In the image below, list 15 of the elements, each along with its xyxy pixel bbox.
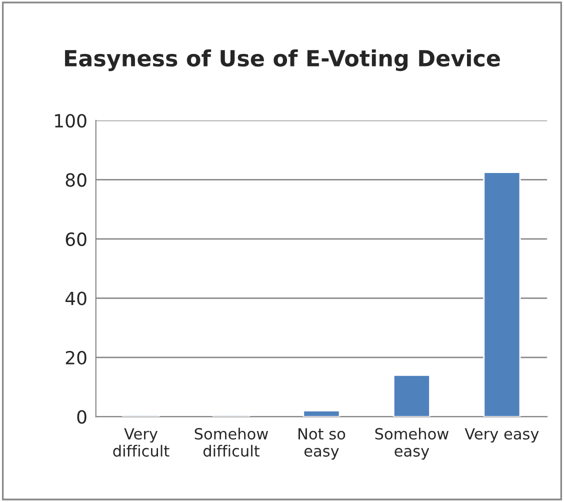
bar — [392, 374, 430, 417]
y-tick-label: 20 — [66, 350, 86, 365]
y-tick-label: 100 — [55, 114, 86, 128]
y-tick-label: 80 — [66, 173, 86, 187]
y-tick-label: 60 — [66, 232, 86, 246]
x-tick-label: Very easy — [464, 428, 539, 443]
x-tick-label: Not so easy — [298, 428, 346, 460]
x-tick-label: Somehow difficult — [194, 428, 268, 457]
x-tick-label: Somehow easy — [375, 428, 449, 460]
bar — [302, 410, 340, 417]
y-tick-label: 40 — [65, 292, 86, 306]
y-tick-label: 0 — [77, 410, 86, 424]
chart-title: Easyness of Use of E-Voting Device — [65, 49, 500, 72]
x-tick-label: Very difficult — [113, 428, 170, 457]
bar — [483, 172, 521, 417]
